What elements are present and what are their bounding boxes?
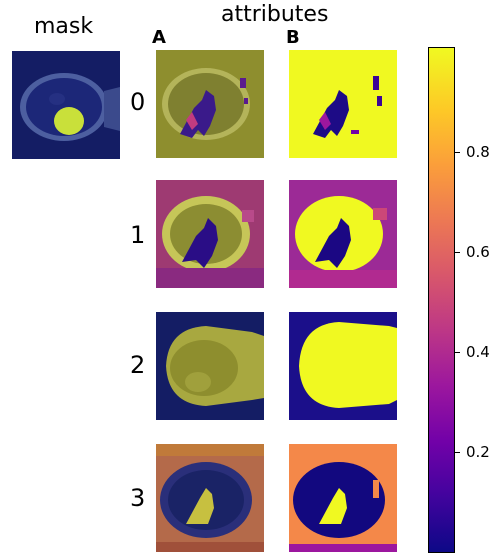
colorbar-tick [455, 152, 460, 153]
colorbar-tick-label: 0.6 [466, 243, 490, 261]
attribute-tile-b-0 [289, 50, 397, 158]
row-label-2: 2 [130, 351, 146, 379]
row-label-3: 3 [130, 484, 146, 512]
colorbar-tick-label: 0.2 [466, 443, 490, 461]
mask-image [12, 51, 120, 159]
column-label-b: B [286, 27, 300, 48]
attributes-title: attributes [221, 2, 329, 27]
row-label-0: 0 [130, 88, 146, 116]
row-label-1: 1 [130, 221, 146, 249]
attribute-tile-b-2 [289, 312, 397, 420]
colorbar-tick-label: 0.4 [466, 343, 490, 361]
attribute-tile-a-1 [156, 180, 264, 288]
attribute-tile-a-0 [156, 50, 264, 158]
mask-title: mask [34, 14, 94, 39]
attribute-tile-a-3 [156, 444, 264, 552]
colorbar-tick [455, 252, 460, 253]
column-label-a: A [152, 27, 166, 48]
colorbar-tick-label: 0.8 [466, 143, 490, 161]
attribute-tile-b-3 [289, 444, 397, 552]
colorbar-tick [455, 452, 460, 453]
attribute-tile-b-1 [289, 180, 397, 288]
attribute-tile-a-2 [156, 312, 264, 420]
colorbar [428, 47, 455, 553]
colorbar-tick [455, 352, 460, 353]
